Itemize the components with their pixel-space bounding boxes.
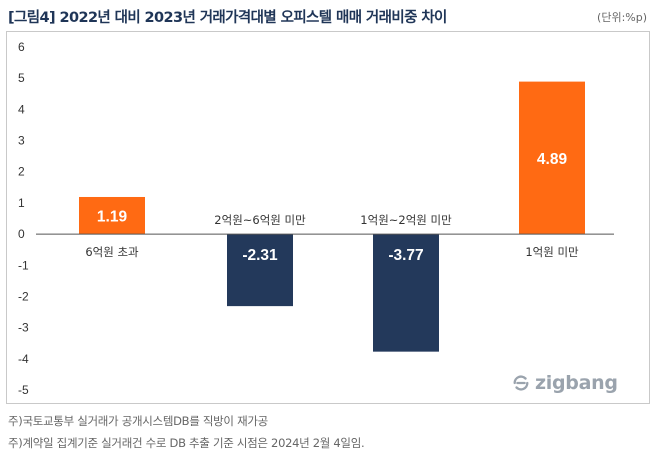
data-label: 4.89 xyxy=(537,151,568,168)
category-label: 6억원 초과 xyxy=(85,245,139,259)
y-tick-label: 2 xyxy=(18,165,25,179)
bar xyxy=(519,81,585,235)
y-tick-label: -3 xyxy=(18,321,29,335)
y-tick-label: -1 xyxy=(18,258,29,272)
data-label: -3.77 xyxy=(388,247,423,264)
y-tick-label: 5 xyxy=(18,71,25,85)
y-tick-label: 4 xyxy=(18,102,25,116)
zigbang-logo: zigbang xyxy=(512,372,618,394)
chart-frame xyxy=(6,31,650,404)
data-label: -2.31 xyxy=(242,247,278,264)
y-tick-label: 1 xyxy=(18,196,25,210)
category-label: 1억원 미만 xyxy=(525,245,579,259)
y-tick-label: -4 xyxy=(18,352,29,366)
footnote-source: 주)국토교통부 실거래가 공개시스템DB를 직방이 재가공 xyxy=(8,414,268,428)
unit-label: (단위:%p) xyxy=(597,11,647,24)
bar-chart: -5 -4 -3 -2 -1 0 1 2 3 4 5 6 1.19 -2.31 -3.77 4.89 6억원 초… xyxy=(18,40,614,397)
category-label: 2억원~6억원 미만 xyxy=(214,213,306,227)
y-tick-label: 0 xyxy=(18,227,25,241)
bar xyxy=(373,234,439,352)
chart-title: [그림4] 2022년 대비 2023년 거래가격대별 오피스텔 매매 거래비중… xyxy=(8,10,447,26)
data-label: 1.19 xyxy=(97,209,128,226)
y-tick-label: 6 xyxy=(18,40,25,54)
y-tick-label: 3 xyxy=(18,134,25,148)
y-tick-label: -5 xyxy=(18,383,29,397)
y-tick-label: -2 xyxy=(18,289,29,303)
bar xyxy=(79,196,145,235)
bar xyxy=(227,234,293,307)
zigbang-logo-icon xyxy=(513,375,529,391)
footnote-basis: 주)계약일 집계기준 실거래건 수로 DB 추출 기준 시점은 2024년 2월… xyxy=(8,436,365,450)
zigbang-logo-text: zigbang xyxy=(535,372,618,394)
category-label: 1억원~2억원 미만 xyxy=(360,213,452,227)
